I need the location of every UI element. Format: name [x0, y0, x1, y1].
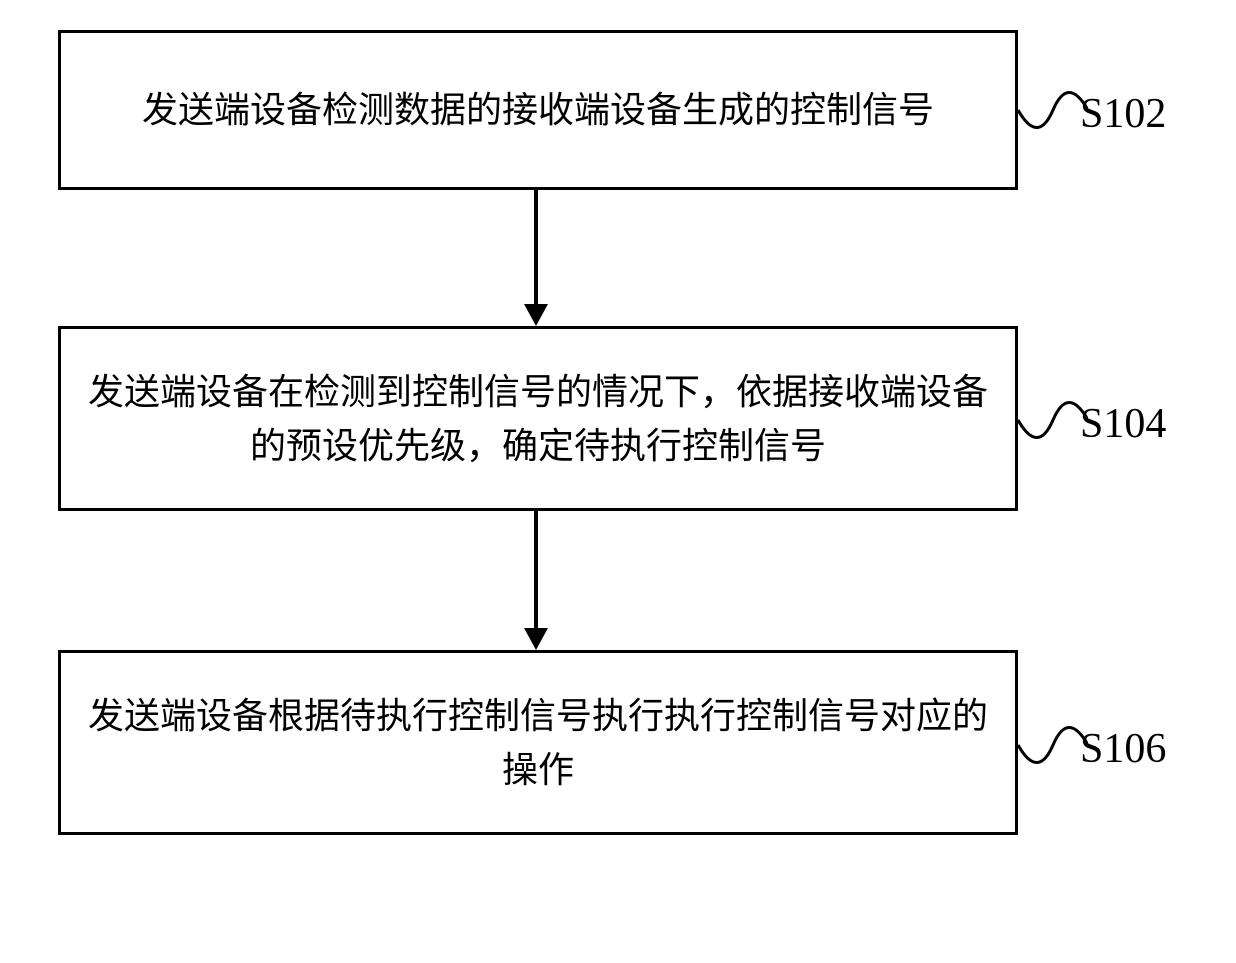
step-label-s106: S106 [1080, 725, 1166, 773]
flow-step-s106-text: 发送端设备根据待执行控制信号执行执行控制信号对应的操作 [81, 689, 995, 797]
flow-step-s104-text: 发送端设备在检测到控制信号的情况下，依据接收端设备的预设优先级，确定待执行控制信… [81, 365, 995, 473]
step-label-s104: S104 [1080, 400, 1166, 448]
flow-step-s102: 发送端设备检测数据的接收端设备生成的控制信号 [58, 30, 1018, 190]
arrow-1-head [524, 304, 548, 326]
connector-s104 [1018, 385, 1088, 455]
connector-s106 [1018, 710, 1088, 780]
flow-step-s104: 发送端设备在检测到控制信号的情况下，依据接收端设备的预设优先级，确定待执行控制信… [58, 326, 1018, 511]
flow-step-s106: 发送端设备根据待执行控制信号执行执行控制信号对应的操作 [58, 650, 1018, 835]
arrow-1-line [534, 190, 538, 304]
step-label-s102: S102 [1080, 90, 1166, 138]
arrow-2-head [524, 628, 548, 650]
connector-s102 [1018, 75, 1088, 145]
flow-step-s102-text: 发送端设备检测数据的接收端设备生成的控制信号 [142, 83, 934, 137]
arrow-2-line [534, 511, 538, 628]
